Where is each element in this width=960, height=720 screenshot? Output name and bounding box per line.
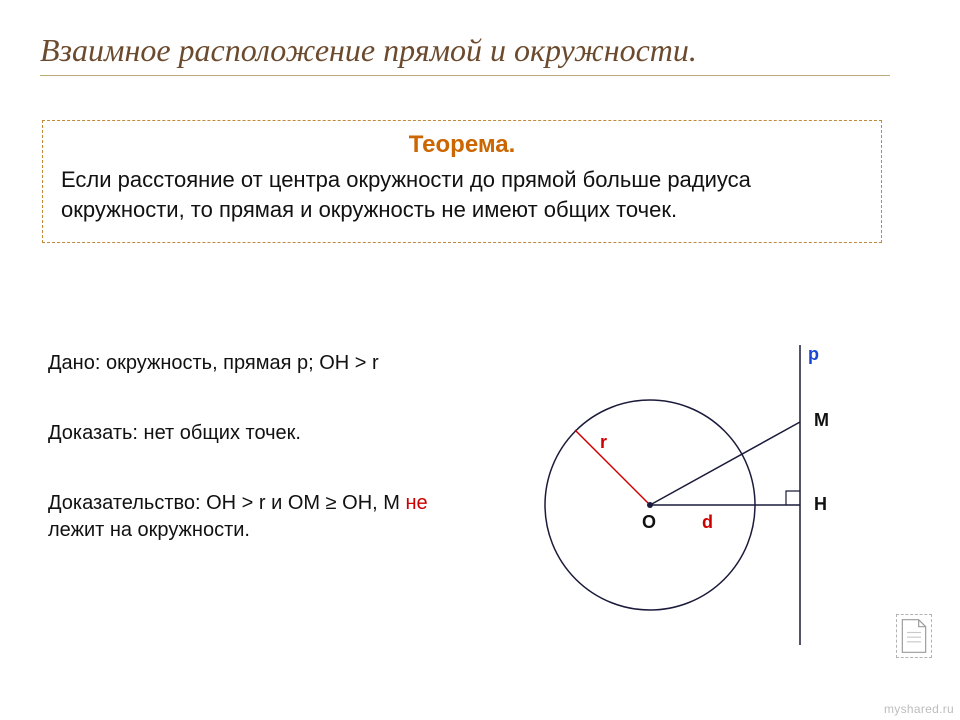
svg-text:M: M [814,410,829,430]
svg-text:r: r [600,432,607,452]
proof-prefix: Доказательство: OH > r и OM ≥ OH, M [48,492,406,514]
slide-title: Взаимное расположение прямой и окружност… [40,32,890,76]
document-icon [896,614,932,658]
proof-line: Доказательство: OH > r и OM ≥ OH, M не л… [48,490,478,544]
given-line: Дано: окружность, прямая р; OH > r [48,350,478,377]
svg-text:p: p [808,344,819,364]
theorem-box: Теорема. Если расстояние от центра окруж… [42,120,882,243]
slide: Взаимное расположение прямой и окружност… [0,0,960,720]
proof-not: не [406,492,428,514]
theorem-heading: Теорема. [61,131,863,159]
proof-suffix: лежит на окружности. [48,519,250,541]
watermark: myshared.ru [884,702,954,716]
svg-text:H: H [814,494,827,514]
geometry-diagram: Od H Mp r [480,330,900,660]
theorem-text: Если расстояние от центра окружности до … [61,165,863,224]
svg-text:O: O [642,512,656,532]
svg-text:d: d [702,512,713,532]
prove-line: Доказать: нет общих точек. [48,420,478,447]
